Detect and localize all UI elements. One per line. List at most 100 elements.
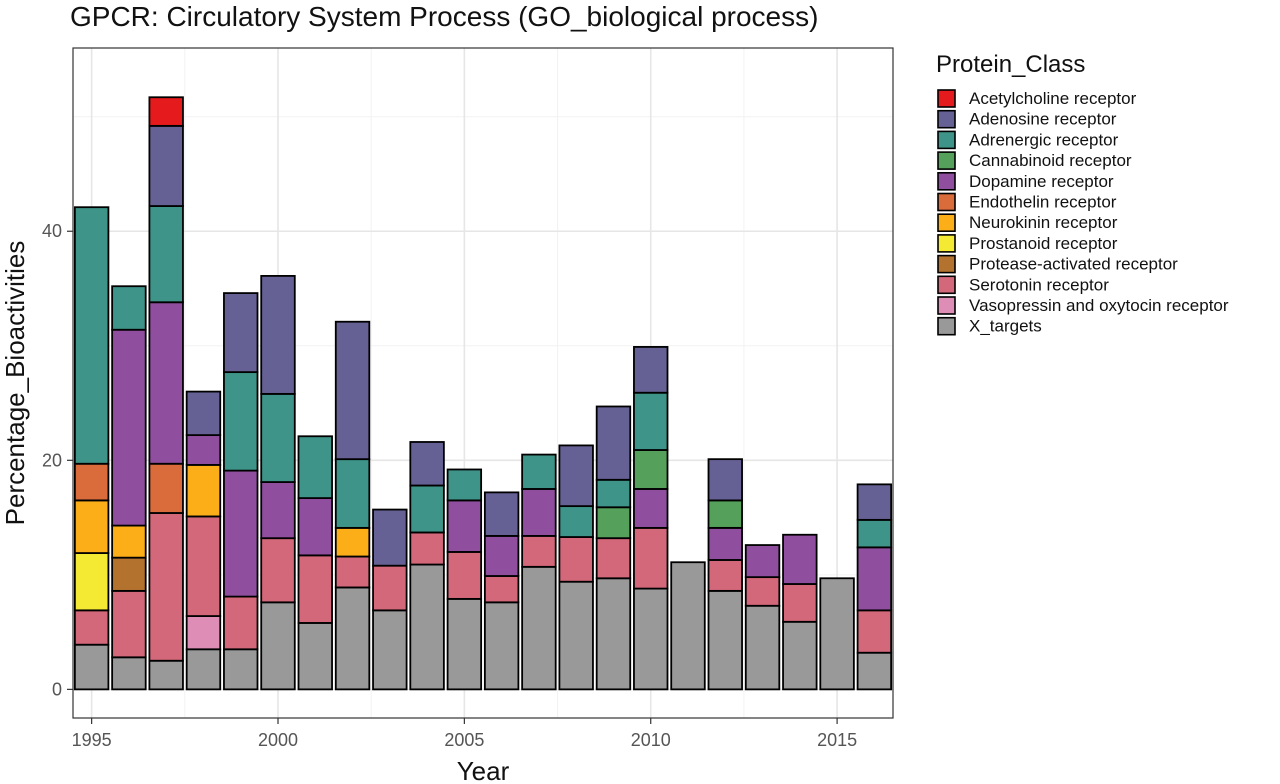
bar-segment	[483, 535, 520, 577]
bar-segment	[707, 458, 743, 502]
bar-segment	[595, 405, 632, 481]
bar-segment	[633, 488, 669, 529]
legend-label: Protease-activated receptor	[969, 255, 1178, 274]
bar-segment	[595, 506, 632, 540]
bar-segment	[856, 518, 893, 549]
bar-segment	[111, 589, 147, 659]
legend-label: Serotonin receptor	[969, 275, 1109, 294]
bar-segment	[334, 320, 371, 461]
bar-segment	[334, 458, 371, 529]
bar-segment	[148, 462, 184, 514]
y-tick-label: 20	[42, 450, 62, 470]
bar-segment	[633, 391, 669, 451]
bar-segment	[260, 392, 296, 483]
bar-segment	[185, 515, 222, 617]
bar-segment	[670, 561, 706, 691]
legend-label: Neurokinin receptor	[969, 213, 1118, 232]
bar-segment	[334, 526, 371, 558]
legend-label: Adenosine receptor	[969, 110, 1117, 129]
legend-label: Cannabinoid receptor	[969, 151, 1132, 170]
x-tick-label: 1995	[72, 730, 112, 750]
bar-segment	[223, 292, 259, 374]
legend-swatch	[937, 172, 956, 191]
bar-segment	[782, 583, 818, 623]
plot-border	[72, 47, 894, 719]
legend-swatch	[937, 234, 956, 253]
bar-segment	[558, 536, 594, 583]
bars	[73, 96, 893, 691]
bar-segment	[819, 577, 855, 691]
bar-segment	[744, 604, 781, 691]
bar-segment	[521, 565, 557, 691]
y-tick-label: 40	[42, 221, 62, 241]
bar-segment	[73, 499, 110, 554]
bar-segment	[223, 648, 259, 691]
legend-label: Vasopressin and oxytocin receptor	[969, 296, 1229, 315]
legend-label: Acetylcholine receptor	[969, 89, 1137, 108]
bar-segment	[372, 508, 408, 567]
x-tick-label: 2010	[631, 730, 671, 750]
bar-segment	[707, 526, 743, 561]
y-axis-title: Percentage_Bioactivities	[0, 241, 30, 526]
x-axis: 1995 2000 2005 2010 2015	[72, 718, 857, 750]
bar-segment	[744, 576, 781, 607]
bar-segment	[782, 620, 818, 691]
y-axis: 0 20 40	[42, 221, 73, 699]
bar-segment	[185, 463, 222, 518]
bar-segment	[856, 483, 893, 521]
bar-segment	[73, 206, 110, 465]
bar-segment	[111, 656, 147, 691]
bar-segment	[73, 462, 110, 502]
legend-swatch	[937, 213, 956, 232]
bar-segment	[595, 478, 632, 509]
bar-segment	[73, 609, 110, 646]
bar-segment	[185, 648, 222, 691]
bar-segment	[148, 659, 184, 691]
legend-swatch	[937, 296, 956, 315]
x-tick-label: 2000	[258, 730, 298, 750]
bar-segment	[782, 533, 818, 585]
bar-segment	[260, 481, 296, 540]
bar-segment	[260, 537, 296, 604]
bar-segment	[334, 586, 371, 691]
legend-swatch	[937, 109, 956, 129]
bar-segment	[185, 434, 222, 466]
legend-label: Prostanoid receptor	[969, 234, 1118, 253]
bar-segment	[223, 371, 259, 472]
x-axis-title: Year	[457, 756, 510, 784]
bar-segment	[856, 546, 893, 612]
bar-segment	[185, 615, 222, 651]
legend-swatch	[937, 151, 956, 170]
bar-segment	[707, 559, 743, 592]
bar-segment	[223, 595, 259, 651]
legend-title: Protein_Class	[936, 51, 1085, 78]
bar-segment	[73, 643, 110, 691]
bar-segment	[633, 449, 669, 490]
legend-swatch	[937, 192, 956, 212]
bar-segment	[260, 601, 296, 691]
x-tick-label: 2005	[444, 730, 484, 750]
bar-segment	[856, 651, 893, 691]
bar-segment	[223, 469, 259, 598]
bar-segment	[558, 580, 594, 691]
bar-segment	[521, 488, 557, 537]
bar-segment	[633, 346, 669, 394]
x-tick-label: 2015	[817, 730, 857, 750]
bar-segment	[595, 577, 632, 691]
bar-segment	[483, 491, 520, 537]
chart-title: GPCR: Circulatory System Process (GO_bio…	[70, 1, 818, 32]
bar-segment	[446, 597, 483, 691]
bar-segment	[111, 328, 147, 527]
bar-segment	[409, 531, 445, 566]
legend-swatch	[937, 89, 956, 108]
legend-swatch	[937, 254, 956, 274]
bar-segment	[521, 453, 557, 490]
bar-segment	[372, 564, 408, 612]
bar-segment	[372, 609, 408, 691]
bar-segment	[148, 512, 184, 662]
bar-segment	[73, 552, 110, 612]
bar-segment	[148, 96, 184, 127]
bar-segment	[297, 554, 333, 624]
bar-segment	[409, 441, 445, 487]
bar-segment	[483, 575, 520, 604]
